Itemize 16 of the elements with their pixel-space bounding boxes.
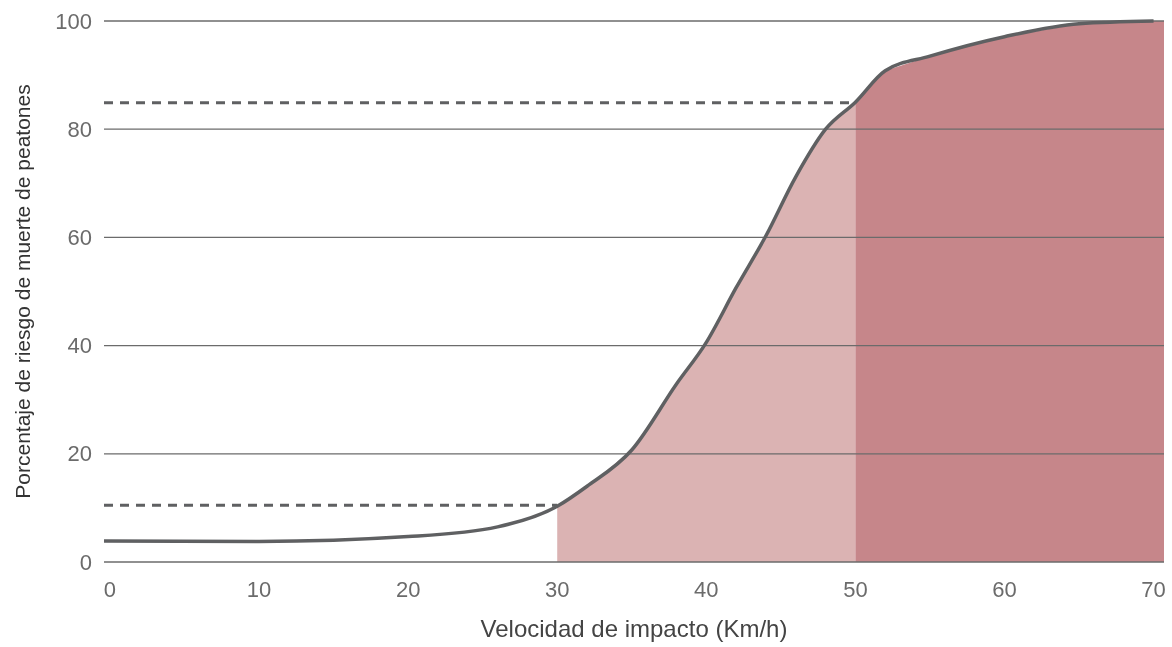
x-tick-label: 30 bbox=[544, 577, 570, 602]
x-tick-label: 20 bbox=[395, 577, 421, 602]
y-tick-label: 20 bbox=[67, 441, 92, 467]
x-tick-label: 40 bbox=[694, 577, 719, 602]
x-axis-title: Velocidad de impacto (Km/h) bbox=[480, 615, 788, 642]
y-axis-title: Porcentaje de riesgo de muerte de peatones bbox=[11, 84, 34, 499]
x-tick-label: 10 bbox=[246, 577, 272, 602]
y-tick-label: 0 bbox=[79, 549, 92, 575]
y-tick-label: 40 bbox=[67, 333, 92, 359]
x-tick-label: 50 bbox=[843, 577, 868, 602]
x-tick-label: 70 bbox=[1141, 577, 1166, 602]
y-tick-label: 80 bbox=[67, 116, 92, 142]
x-tick-label: 60 bbox=[992, 577, 1017, 602]
y-tick-label: 100 bbox=[55, 8, 92, 34]
x-tick-label: 0 bbox=[103, 577, 117, 602]
y-tick-label: 60 bbox=[67, 224, 92, 250]
